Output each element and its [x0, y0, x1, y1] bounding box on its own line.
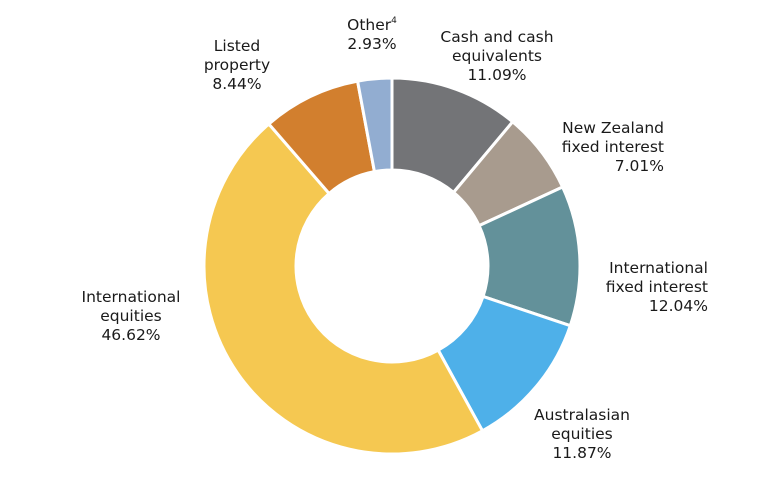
footnote-marker: 4	[391, 15, 397, 26]
label-aus-line2: equities	[551, 425, 613, 443]
label-intl-fi-value: 12.04%	[648, 297, 708, 315]
label-intl-eq-value: 46.62%	[101, 326, 161, 344]
label-intl-eq-line2: equities	[100, 307, 162, 325]
label-property-line1: Listed	[213, 37, 261, 55]
label-aus-value: 11.87%	[552, 444, 612, 462]
label-nz-fixed-interest: New Zealand fixed interest 7.01%	[530, 119, 664, 176]
label-intl-eq-line1: International	[81, 288, 181, 306]
label-intl-fi-line2: fixed interest	[605, 278, 708, 296]
slice-6	[356, 76, 394, 174]
label-nz-line1: New Zealand	[562, 119, 664, 137]
label-other-value: 2.93%	[347, 35, 397, 53]
label-cash: Cash and cash equivalents 11.09%	[430, 28, 564, 85]
label-cash-line2: equivalents	[452, 47, 542, 65]
label-nz-line2: fixed interest	[561, 138, 664, 156]
label-cash-line1: Cash and cash	[440, 28, 554, 46]
label-intl-fixed-interest: International fixed interest 12.04%	[574, 259, 708, 316]
label-intl-equities: International equities 46.62%	[64, 288, 198, 345]
label-australasian-equities: Australasian equities 11.87%	[515, 406, 649, 463]
label-intl-fi-line1: International	[609, 259, 708, 277]
label-property-value: 8.44%	[212, 75, 262, 93]
label-aus-line1: Australasian	[534, 406, 630, 424]
label-other: Other4 2.93%	[305, 16, 439, 54]
label-nz-value: 7.01%	[614, 157, 664, 175]
label-other-line1: Other4	[305, 16, 439, 35]
label-cash-value: 11.09%	[467, 66, 527, 84]
slice-4	[202, 122, 484, 456]
label-other-text: Other	[347, 16, 392, 34]
label-listed-property: Listed property 8.44%	[170, 37, 304, 94]
label-property-line2: property	[203, 56, 271, 74]
